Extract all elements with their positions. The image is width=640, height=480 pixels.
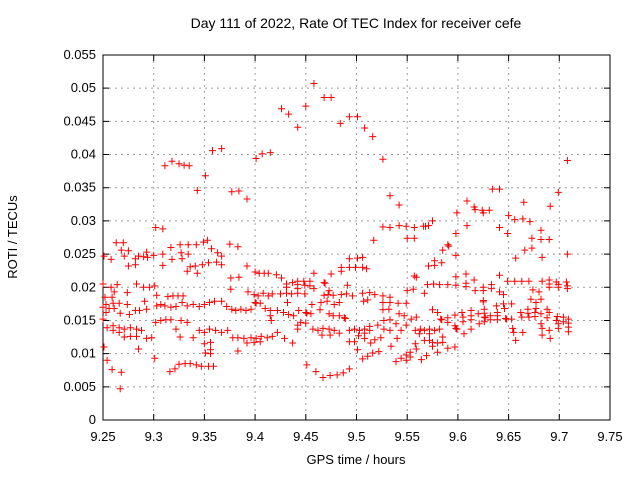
svg-text:9.6: 9.6 — [449, 429, 467, 444]
svg-text:0.025: 0.025 — [63, 246, 96, 261]
svg-text:9.65: 9.65 — [496, 429, 521, 444]
svg-text:9.45: 9.45 — [293, 429, 318, 444]
plot-border — [102, 54, 611, 421]
x-tick-labels: 9.25 9.3 9.35 9.4 9.45 9.5 9.55 9.6 9.65 9.7 9.75 — [90, 429, 622, 444]
svg-text:0.015: 0.015 — [63, 312, 96, 327]
svg-text:9.3: 9.3 — [145, 429, 163, 444]
svg-text:0: 0 — [89, 412, 96, 427]
svg-text:0.055: 0.055 — [63, 47, 96, 62]
gridlines — [103, 55, 610, 420]
y-axis-label: ROTI / TECUs — [5, 195, 20, 279]
svg-text:9.4: 9.4 — [246, 429, 264, 444]
svg-text:0.045: 0.045 — [63, 113, 96, 128]
svg-text:9.25: 9.25 — [90, 429, 115, 444]
svg-text:9.7: 9.7 — [550, 429, 568, 444]
svg-text:9.75: 9.75 — [597, 429, 622, 444]
svg-text:0.005: 0.005 — [63, 379, 96, 394]
svg-text:9.55: 9.55 — [395, 429, 420, 444]
svg-text:0.01: 0.01 — [71, 346, 96, 361]
svg-text:0.05: 0.05 — [71, 80, 96, 95]
x-axis-label: GPS time / hours — [307, 452, 406, 467]
data-points — [99, 80, 572, 393]
svg-text:0.02: 0.02 — [71, 279, 96, 294]
svg-text:0.035: 0.035 — [63, 180, 96, 195]
svg-text:9.5: 9.5 — [347, 429, 365, 444]
y-tick-labels: 0 0.005 0.01 0.015 0.02 0.025 0.03 0.035 0.04 0.0… — [63, 47, 96, 427]
svg-text:0.04: 0.04 — [71, 147, 96, 162]
chart-title: Day 111 of 2022, Rate Of TEC Index for r… — [191, 15, 522, 31]
svg-text:0.03: 0.03 — [71, 213, 96, 228]
svg-text:9.35: 9.35 — [192, 429, 217, 444]
